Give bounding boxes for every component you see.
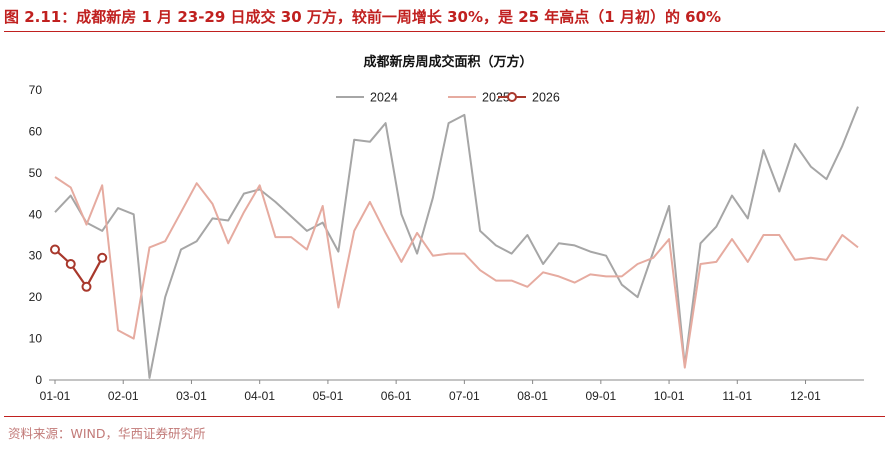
x-tick-label: 04-01 xyxy=(244,389,275,403)
legend-marker xyxy=(507,92,517,102)
x-tick-label: 06-01 xyxy=(381,389,412,403)
x-tick-label: 10-01 xyxy=(654,389,685,403)
title-rule xyxy=(4,31,885,32)
x-tick-label: 03-01 xyxy=(176,389,207,403)
x-tick-label: 05-01 xyxy=(313,389,344,403)
legend-label: 2024 xyxy=(370,91,398,105)
y-tick-label: 30 xyxy=(29,249,43,263)
data-point-2026 xyxy=(50,244,60,255)
source-note: 资料来源：WIND，华西证券研究所 xyxy=(8,426,206,441)
x-tick-label: 11-01 xyxy=(722,389,752,403)
y-axis: 0 10 20 30 40 50 60 70 xyxy=(29,83,43,387)
data-point-2026 xyxy=(65,259,76,269)
x-tick-label: 07-01 xyxy=(449,389,480,403)
data-point-2026 xyxy=(97,252,108,263)
y-tick-label: 20 xyxy=(29,290,43,304)
y-tick-label: 60 xyxy=(29,124,43,138)
data-point-2026 xyxy=(81,281,92,292)
x-tick-label: 08-01 xyxy=(517,389,548,403)
legend-item-2025: 2025 xyxy=(448,91,510,105)
y-tick-label: 70 xyxy=(29,83,43,97)
y-tick-label: 0 xyxy=(35,373,42,387)
x-tick-label: 09-01 xyxy=(585,389,616,403)
figure-title: 图 2.11：成都新房 1 月 23-29 日成交 30 万方，较前一周增长 3… xyxy=(4,8,722,26)
x-tick-label: 02-01 xyxy=(108,389,139,403)
y-tick-label: 40 xyxy=(29,207,43,221)
legend-item-2026: 2026 xyxy=(498,91,560,105)
chart-title: 成都新房周成交面积（万方） xyxy=(363,54,532,70)
legend: 2024 2025 2026 xyxy=(336,91,560,105)
series-line-2025 xyxy=(54,176,859,369)
x-axis: 01-01 02-01 03-01 04-01 05-01 06-01 07-01 08-01… xyxy=(40,379,864,403)
y-tick-label: 10 xyxy=(29,332,43,346)
y-tick-label: 50 xyxy=(29,166,43,180)
x-tick-label: 01-01 xyxy=(40,389,71,403)
x-tick-label: 12-01 xyxy=(790,389,821,403)
series-line-2024 xyxy=(54,106,859,379)
series-line-2026 xyxy=(54,248,104,288)
legend-label: 2026 xyxy=(532,91,560,105)
legend-label: 2025 xyxy=(482,91,510,105)
plot-area xyxy=(50,106,859,379)
legend-item-2024: 2024 xyxy=(336,91,398,105)
source-rule xyxy=(4,416,885,417)
